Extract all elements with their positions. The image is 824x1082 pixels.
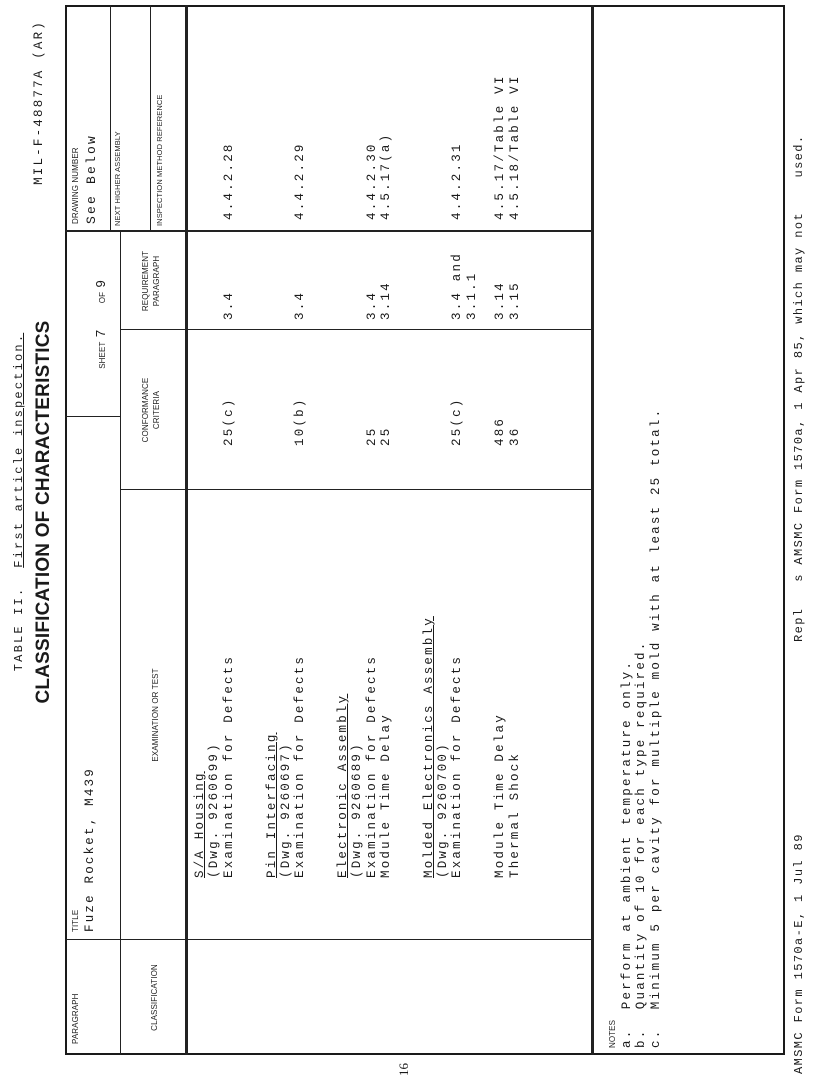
conformance-cell: 25 [378,426,393,446]
divider [120,232,121,1055]
conformance-cell: 36 [507,426,522,446]
note-marker: a. [620,1028,634,1048]
form-table [65,5,785,1055]
item-heading: Molded Electronics Assembly [421,616,436,878]
inspection-cell: 4.5.18/Table VI [507,74,522,220]
note-text: Minimum 5 per cavity for multiple mold w… [648,407,663,1010]
note-item: b. Quantity of 10 for each type required… [634,408,648,1048]
drawing-number-value: See Below [84,133,99,224]
requirement-label: REQUIREMENT PARAGRAPH [140,232,162,330]
next-higher-assembly-label: NEXT HIGHER ASSEMBLY [113,131,122,226]
form-id: AMSMC Form 1570a-E, 1 Jul 89 [792,833,806,1074]
paragraph-label: PARAGRAPH [71,993,80,1044]
sheet-value: 7 [93,329,108,338]
inspection-cell: 4.4.2.30 [364,142,379,220]
page-number: 16 [396,1063,411,1076]
table-caption: First article inspection. [12,332,26,568]
drawing-number-label: DRAWING NUMBER [71,147,80,224]
inspection-cell: 4.5.17(a) [378,132,393,220]
examination-cell: Examination for Defects [450,654,465,878]
requirement-cell: 3.14 [493,281,508,320]
examination-cell: (Dwg. 9260699) [207,742,222,878]
table-title: TABLE II. First article inspection. [12,0,26,1082]
examination-cell: (Dwg. 9260689) [350,742,365,878]
requirement-label-line: PARAGRAPH [152,255,161,307]
requirement-cell: 3.4 [293,290,308,320]
classification-label: CLASSIFICATION [150,964,159,1031]
divider [120,489,592,490]
note-text: Quantity of 10 for each type required. [634,640,649,1010]
item-heading: S/A Housing [193,771,207,878]
examination-cell: Module Time Delay [378,713,393,878]
examination-cell: Module Time Delay [493,713,508,878]
divider [591,5,594,1055]
inspection-cell: 4.5.17/Table VI [493,74,508,220]
notes-label: NOTES [608,1019,617,1048]
conformance-cell: 486 [493,416,508,446]
examination-cell: Examination for Defects [364,654,379,878]
examination-cell: (Dwg. 9260700) [436,742,451,878]
requirement-cell: 3.4 [221,290,236,320]
conformance-label-line: CRITERIA [152,390,161,430]
note-item: c. Minimum 5 per cavity for multiple mol… [649,408,663,1048]
divider [185,5,188,1055]
item-heading: Electronic Assembly [336,693,350,878]
divider [110,5,111,232]
replacement-note: Repl s AMSMC Form 1570a, 1 Apr 85, which… [792,134,806,642]
requirement-cell: 3.15 [507,281,522,320]
examination-cell: Thermal Shock [507,751,522,878]
divider [65,939,592,940]
examination-cell: (Dwg. 9260697) [278,742,293,878]
examination-cell: Examination for Defects [293,654,308,878]
requirement-cell: 3.4 and 3.1.1 [450,252,479,320]
divider [150,5,151,232]
inspection-cell: 4.4.2.28 [221,142,236,220]
spec-number: MIL-F-48877A (AR) [32,20,46,185]
requirement-label-line: REQUIREMENT [141,250,150,312]
examination-cell: Examination for Defects [221,654,236,878]
sheet-info: SHEET 7 OF 9 [92,232,110,417]
note-item: a. Perform at ambient temperature only. [620,408,634,1048]
conformance-label: CONFORMANCE CRITERIA [140,330,162,490]
conformance-cell: 25 [364,426,379,446]
conformance-cell: 25(c) [450,397,465,446]
of-total: 9 [93,280,108,288]
note-marker: b. [634,1028,649,1048]
item-heading: Pin Interfacing [264,732,279,878]
inspection-cell: 4.4.2.31 [450,142,465,220]
conformance-cell: 10(b) [293,397,308,446]
examination-label: EXAMINATION OR TEST [151,668,160,762]
table-number: TABLE II. [12,586,26,672]
inspection-method-label: INSPECTION METHOD REFERENCE [155,94,164,226]
note-marker: c. [648,1028,663,1048]
conformance-label-line: CONFORMANCE [141,377,150,443]
conformance-cell: 25(c) [221,397,236,446]
title-label: TITLE [71,909,80,932]
divider [120,329,592,330]
sheet-label: SHEET [98,341,107,369]
notes-list: a. Perform at ambient temperature only. … [620,408,663,1048]
note-text: Perform at ambient temperature only. [620,659,634,1010]
requirement-cell: 3.4 [364,290,379,320]
requirement-cell: 3.14 [378,281,393,320]
inspection-cell: 4.4.2.29 [293,142,308,220]
title-value: Fuze Rocket, M439 [83,767,97,932]
of-label: OF [98,291,107,304]
